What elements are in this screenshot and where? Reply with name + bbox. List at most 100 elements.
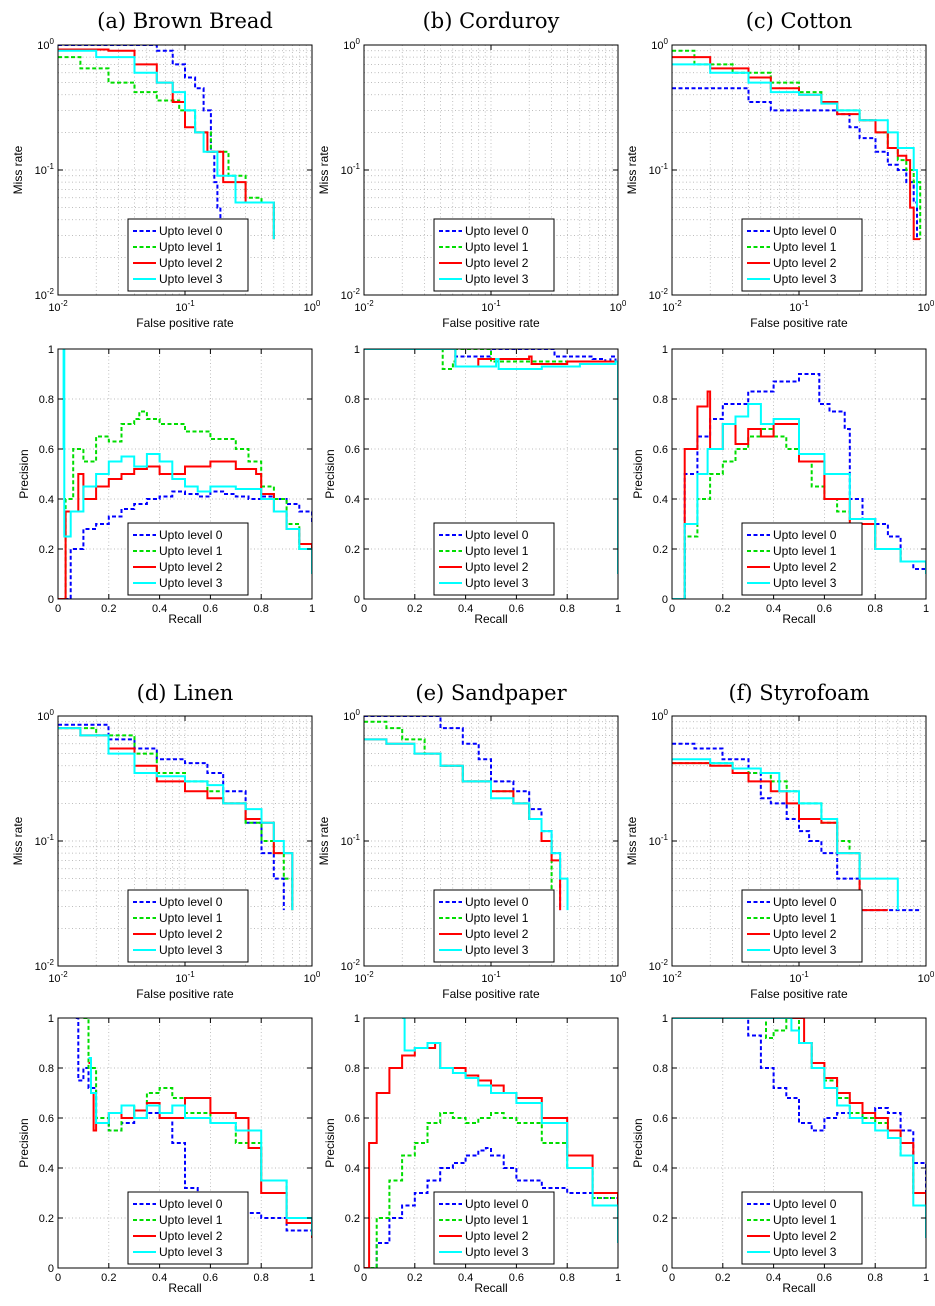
y-tick-label: 0: [662, 594, 668, 606]
x-tick-label: 100: [304, 299, 321, 314]
y-tick-label: 0.2: [345, 544, 360, 556]
tick-base: 10: [662, 302, 674, 314]
tick-exponent: 0: [622, 970, 627, 979]
x-tick-label: 0.6: [509, 603, 524, 615]
x-tick-label: 0.8: [254, 603, 269, 615]
y-tick-label: 0.2: [345, 1213, 360, 1225]
x-tick-label: 0.8: [560, 603, 575, 615]
pr-plot: 00 0.2 0.2 0.4 0.4 0.6 0.6 0.8 0.8 1 1 Recall Precis…: [631, 344, 929, 626]
tick-exponent: 0: [664, 708, 669, 717]
y-tick-label: 10-2: [649, 958, 669, 973]
legend-label: Upto level 3: [465, 943, 529, 957]
tick-base: 10: [789, 973, 801, 985]
legend-label: Upto level 1: [465, 240, 529, 254]
legend: Upto level 0 Upto level 1 Upto level 2 Upto…: [741, 218, 863, 292]
series-line-level-0: [58, 490, 312, 599]
y-tick-label: 10-1: [341, 833, 361, 848]
x-axis-label: Recall: [782, 612, 815, 626]
tick-exponent: -1: [494, 970, 502, 979]
tick-exponent: -1: [47, 833, 55, 842]
x-tick-label: 10-1: [789, 299, 809, 314]
x-tick-label: 10-1: [175, 970, 195, 985]
tick-exponent: -2: [675, 299, 683, 308]
y-tick-label: 10-1: [649, 162, 669, 177]
y-axis-label: Miss rate: [317, 816, 331, 865]
legend-label: Upto level 2: [773, 927, 837, 941]
series-line-level-3: [88, 1057, 312, 1236]
tick-base: 10: [481, 302, 493, 314]
tick-base: 10: [649, 836, 661, 848]
x-tick-label: 10-1: [789, 970, 809, 985]
y-axis-label: Miss rate: [11, 145, 25, 194]
legend-label: Upto level 1: [159, 544, 223, 558]
tick-base: 10: [341, 290, 353, 302]
legend: Upto level 0 Upto level 1 Upto level 2 Upto…: [433, 1191, 555, 1265]
y-axis-label: Precision: [631, 449, 645, 498]
tick-base: 10: [651, 711, 663, 723]
tick-exponent: 0: [930, 299, 935, 308]
series-line-level-0: [672, 87, 918, 240]
x-axis-label: Recall: [474, 612, 507, 626]
y-tick-label: 100: [651, 37, 668, 52]
tick-exponent: 0: [930, 970, 935, 979]
x-tick-label: 0.4: [458, 1272, 473, 1284]
tick-exponent: -1: [494, 299, 502, 308]
series-line-level-3: [58, 49, 275, 240]
x-tick-label: 0: [361, 1272, 367, 1284]
y-tick-label: 0.2: [653, 1213, 668, 1225]
series-line-level-3: [672, 63, 918, 208]
tick-exponent: -2: [47, 958, 55, 967]
legend-label: Upto level 3: [465, 1245, 529, 1259]
tick-base: 10: [343, 40, 355, 52]
legend-label: Upto level 1: [159, 1213, 223, 1227]
legend-label: Upto level 0: [465, 895, 529, 909]
tick-base: 10: [304, 973, 316, 985]
panel-title: (a) Brown Bread: [97, 9, 273, 33]
y-tick-label: 10-2: [35, 958, 55, 973]
tick-base: 10: [341, 961, 353, 973]
x-tick-label: 10-1: [481, 299, 501, 314]
legend-label: Upto level 0: [773, 895, 837, 909]
tick-exponent: -1: [188, 299, 196, 308]
y-tick-label: 0: [354, 1263, 360, 1275]
y-tick-label: 0.4: [653, 494, 668, 506]
y-tick-label: 0: [48, 594, 54, 606]
y-tick-label: 0.8: [39, 1063, 54, 1075]
x-tick-label: 10-2: [354, 299, 374, 314]
tick-base: 10: [341, 836, 353, 848]
x-tick-label: 0.2: [715, 1272, 730, 1284]
legend: Upto level 0 Upto level 1 Upto level 2 Upto…: [127, 218, 249, 292]
legend-label: Upto level 3: [465, 272, 529, 286]
legend-label: Upto level 0: [773, 528, 837, 542]
legend-label: Upto level 3: [465, 576, 529, 590]
legend-label: Upto level 1: [773, 544, 837, 558]
y-axis-label: Precision: [17, 449, 31, 498]
legend-label: Upto level 0: [159, 1197, 223, 1211]
tick-base: 10: [175, 973, 187, 985]
tick-exponent: -2: [353, 287, 361, 296]
y-tick-label: 0.8: [653, 394, 668, 406]
pr-plot: 00 0.2 0.2 0.4 0.4 0.6 0.6 0.8 0.8 1 1 Recall Precis…: [323, 344, 621, 626]
tick-base: 10: [35, 836, 47, 848]
legend-label: Upto level 3: [159, 272, 223, 286]
x-tick-label: 100: [304, 970, 321, 985]
x-tick-label: 0.6: [817, 1272, 832, 1284]
panel-title: (d) Linen: [137, 681, 234, 705]
y-axis-label: Precision: [17, 1118, 31, 1167]
x-tick-label: 0.6: [817, 603, 832, 615]
legend-label: Upto level 0: [465, 528, 529, 542]
legend-label: Upto level 3: [159, 943, 223, 957]
tick-base: 10: [35, 165, 47, 177]
x-tick-label: 10-2: [662, 970, 682, 985]
series-line-level-3: [402, 1018, 618, 1243]
y-axis-label: Precision: [323, 449, 337, 498]
y-tick-label: 0.2: [653, 544, 668, 556]
legend-label: Upto level 2: [773, 560, 837, 574]
y-tick-label: 10-1: [341, 162, 361, 177]
tick-exponent: 0: [316, 299, 321, 308]
legend-label: Upto level 0: [465, 224, 529, 238]
plot-frame: [671, 348, 927, 600]
legend-label: Upto level 1: [159, 240, 223, 254]
series-line-level-3: [672, 1018, 926, 1238]
